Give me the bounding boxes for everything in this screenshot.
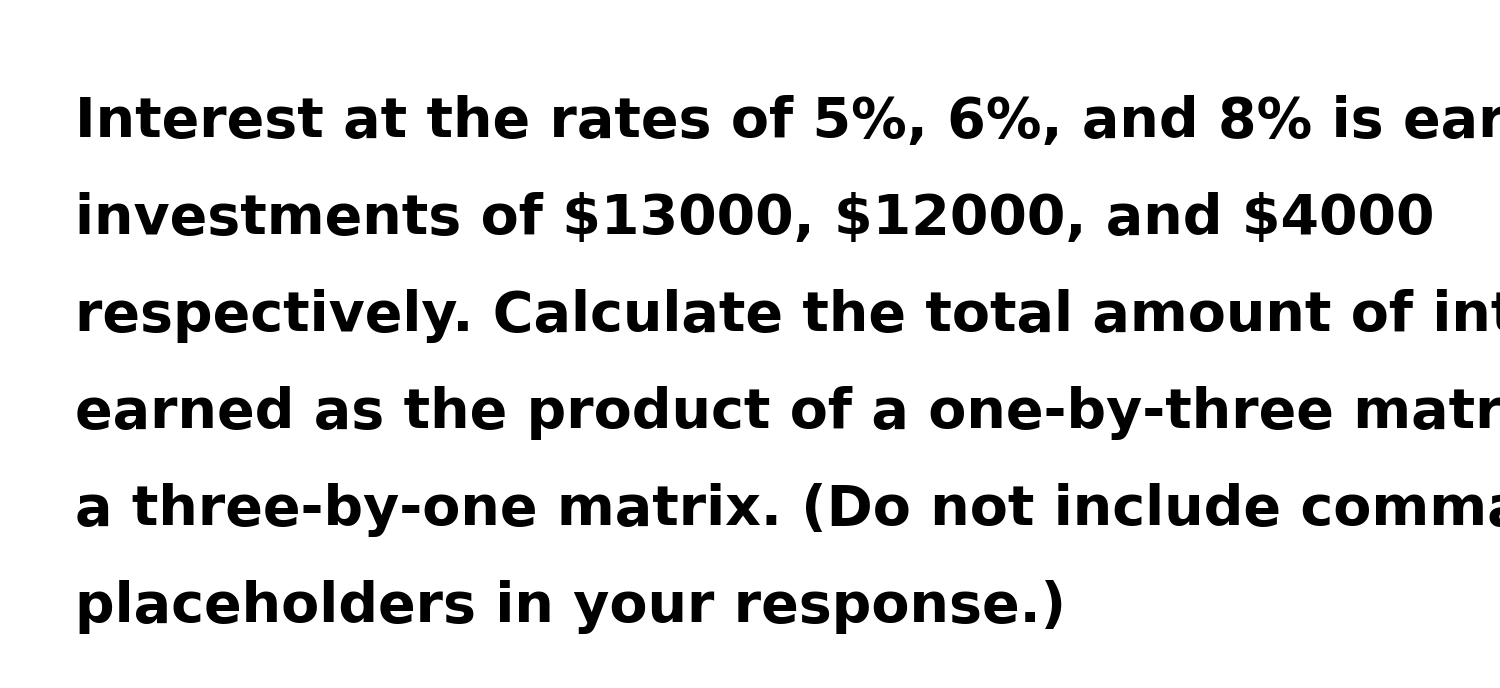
Text: Interest at the rates of 5%, 6%, and 8% is earned on: Interest at the rates of 5%, 6%, and 8% … (75, 95, 1500, 149)
Text: earned as the product of a one-by-three matrix and: earned as the product of a one-by-three … (75, 386, 1500, 440)
Text: a three-by-one matrix. (Do not include comma: a three-by-one matrix. (Do not include c… (75, 483, 1500, 537)
Text: investments of $13000, $12000, and $4000: investments of $13000, $12000, and $4000 (75, 192, 1434, 246)
Text: placeholders in your response.): placeholders in your response.) (75, 580, 1066, 634)
Text: respectively. Calculate the total amount of interest: respectively. Calculate the total amount… (75, 289, 1500, 343)
